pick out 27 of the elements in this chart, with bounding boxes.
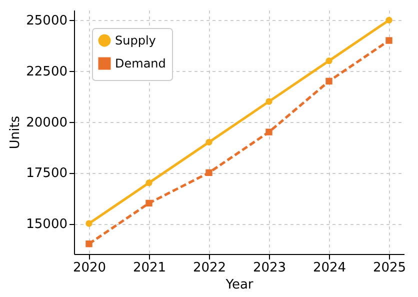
- x-tick-label: 2023: [252, 260, 286, 276]
- x-tick-label: 2020: [72, 260, 106, 276]
- point: [206, 169, 212, 176]
- point: [146, 200, 152, 207]
- y-tick-label: 17500: [26, 166, 68, 182]
- point: [86, 240, 92, 248]
- y-tick-label: 15000: [26, 217, 68, 232]
- point: [206, 138, 212, 146]
- x-tick-label: 2024: [312, 260, 346, 276]
- point: [266, 98, 272, 105]
- x-tick-label: 2022: [192, 260, 226, 276]
- y-tick-label: 20000: [26, 115, 68, 130]
- point: [386, 37, 392, 44]
- x-tick-label: 2021: [132, 260, 166, 276]
- y-axis-title: Units: [8, 116, 24, 150]
- x-tick-label: 2025: [372, 260, 406, 276]
- legend-label: Supply: [115, 34, 156, 48]
- x-axis-title: Year: [224, 278, 254, 292]
- point: [386, 16, 392, 24]
- point: [86, 220, 92, 227]
- legend-label: Demand: [115, 56, 166, 70]
- point: [146, 179, 152, 186]
- point: [326, 57, 332, 64]
- point: [266, 128, 272, 136]
- y-tick-label: 25000: [26, 14, 68, 29]
- point: [326, 78, 332, 85]
- y-tick-label: 22500: [26, 64, 68, 80]
